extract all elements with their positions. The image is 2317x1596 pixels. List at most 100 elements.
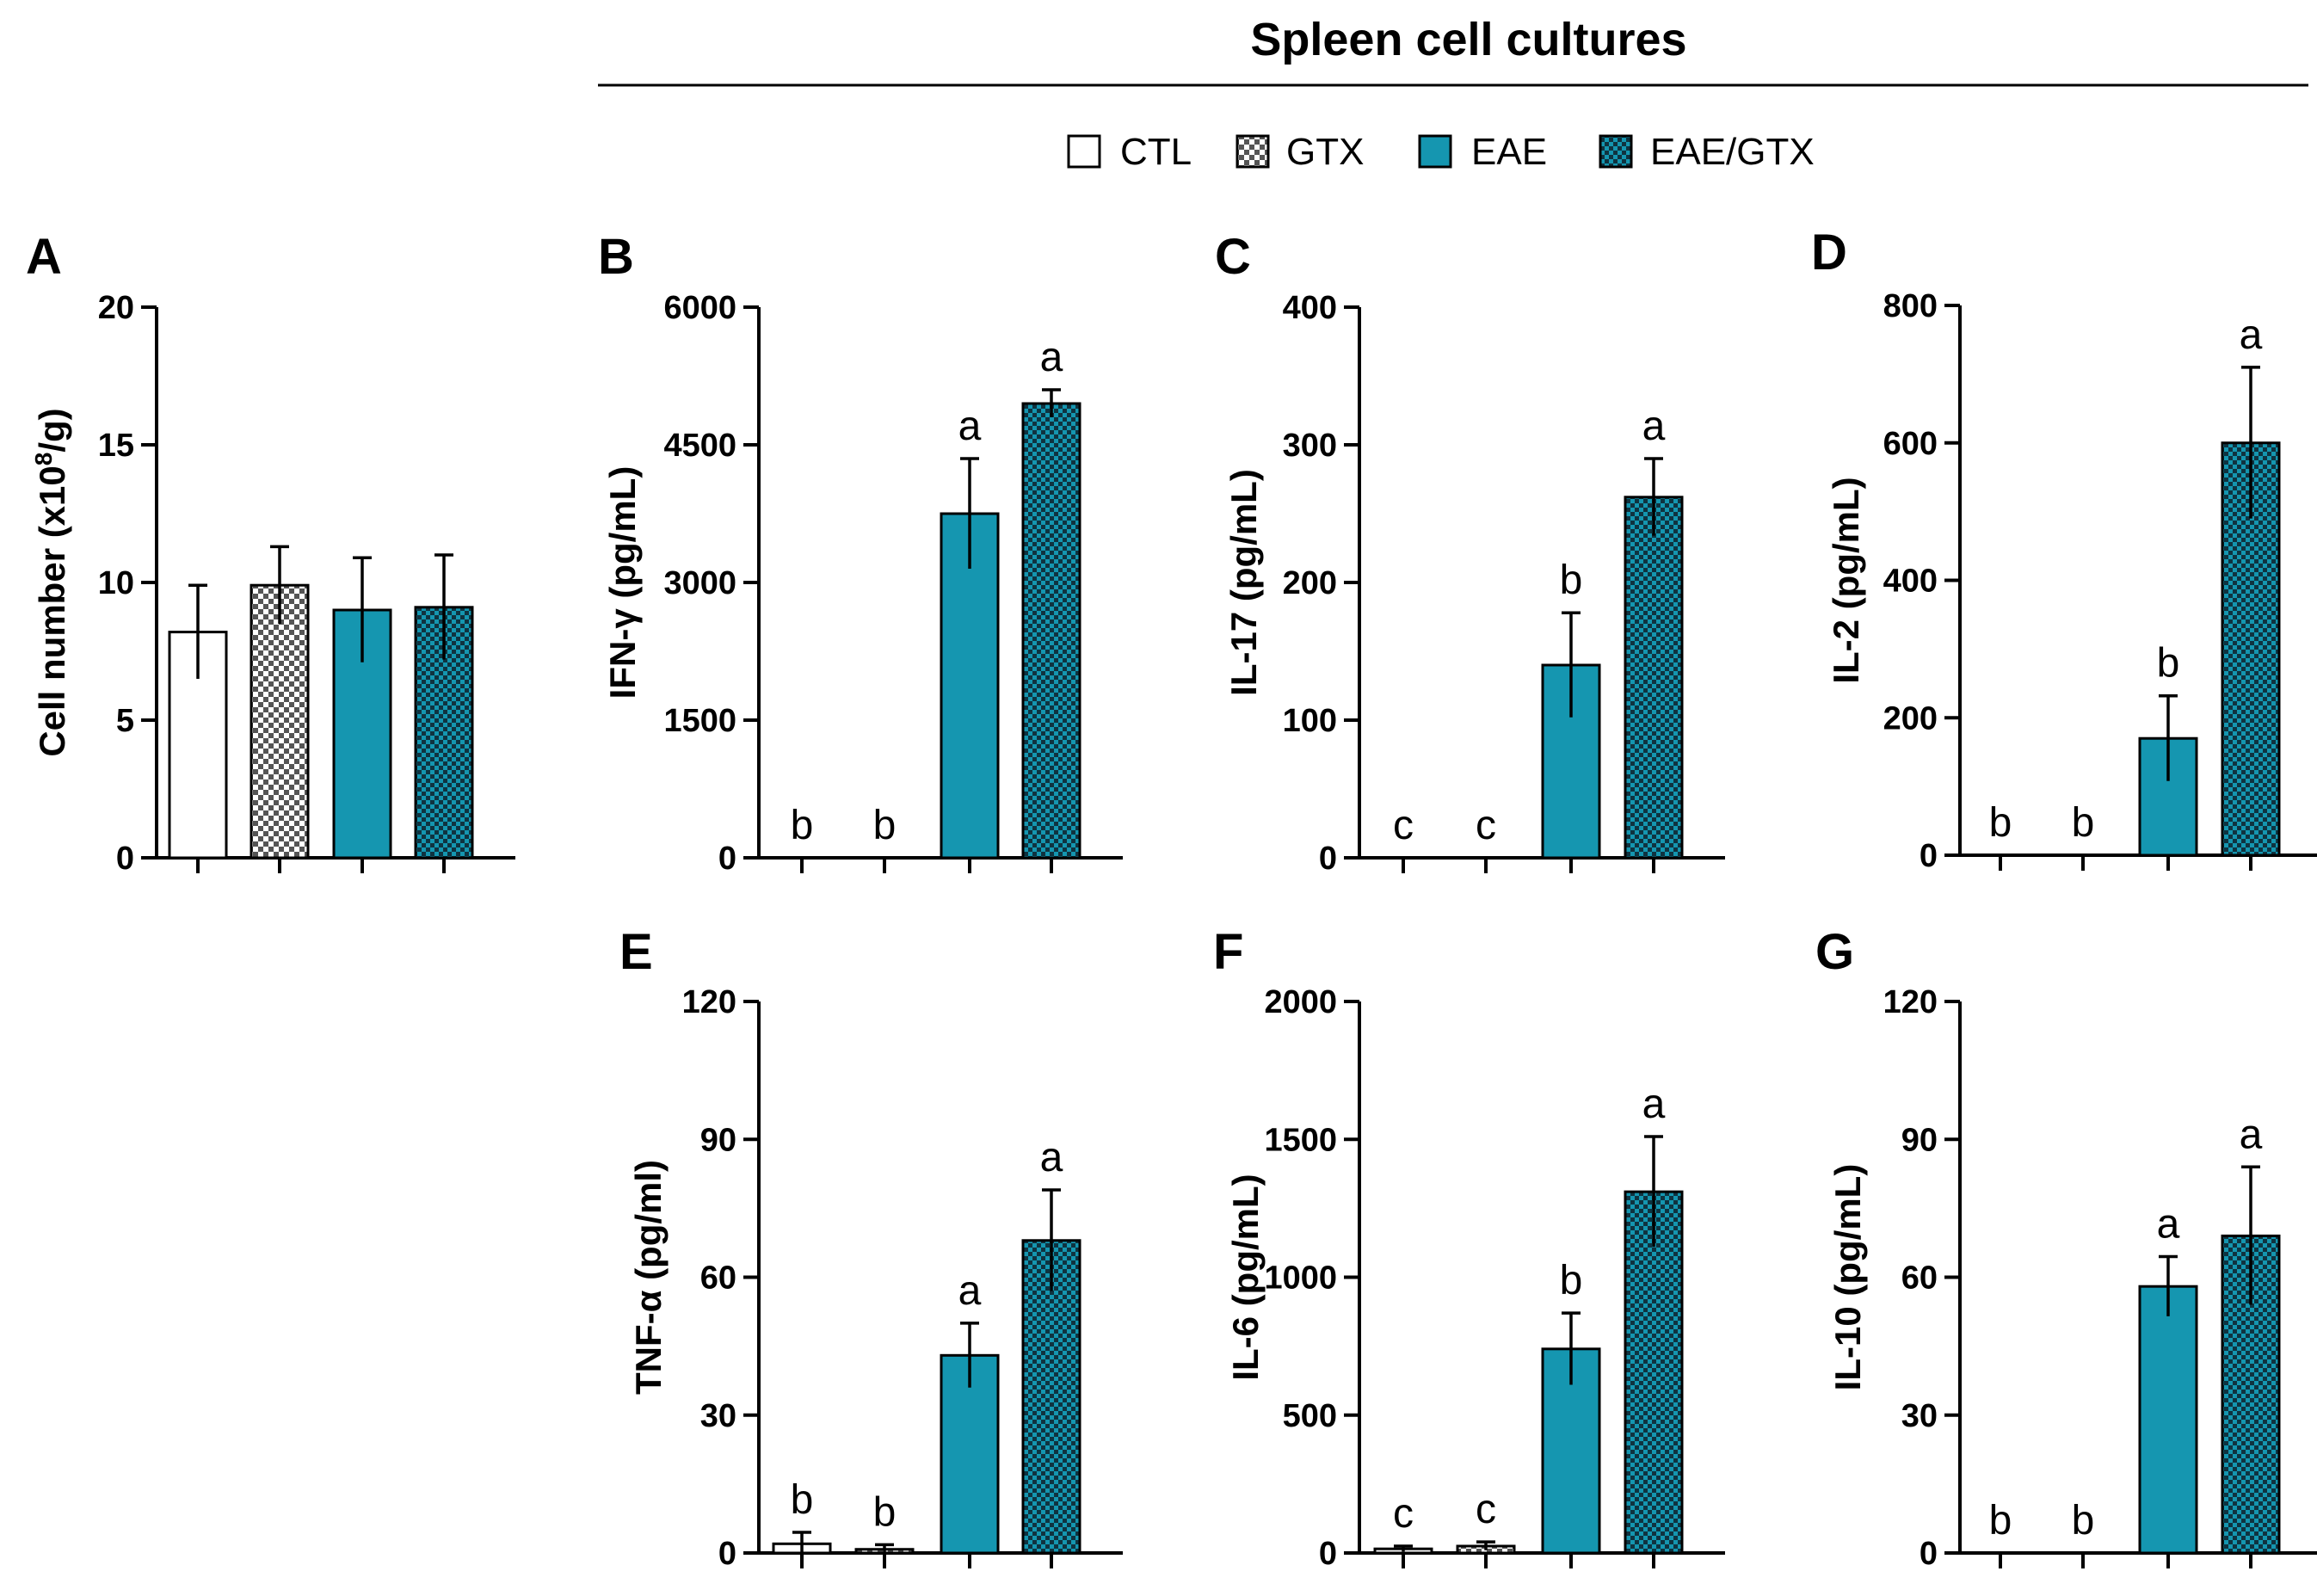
legend-label-gtx: GTX	[1286, 131, 1364, 173]
significance-label: c	[1476, 1487, 1496, 1532]
legend-label-eae-gtx: EAE/GTX	[1650, 131, 1815, 173]
y-tick-label: 60	[1901, 1260, 1938, 1297]
y-tick-label: 0	[1319, 1536, 1337, 1572]
y-tick-label: 1500	[1264, 1122, 1337, 1158]
legend-item-eae: EAE	[1418, 131, 1547, 173]
y-tick-label: 200	[1283, 565, 1337, 601]
chart-panel-b: B IFN-γ (pg/mL) 0 1500 3000 4500 6000 b b a a	[598, 229, 1123, 877]
panel-letter: D	[1811, 225, 1847, 280]
legend-swatch-gtx	[1236, 134, 1270, 169]
bar-eae-gtx	[1021, 1239, 1081, 1555]
y-tick-label: 20	[98, 290, 134, 326]
panel-letter: B	[598, 229, 634, 285]
y-tick-label: 4500	[663, 428, 736, 464]
bar-eae-gtx	[1624, 1190, 1684, 1555]
legend-item-ctl: CTL	[1067, 131, 1192, 173]
y-axis-label: IL-17 (pg/mL)	[1223, 469, 1264, 696]
significance-label: a	[1040, 335, 1063, 380]
chart-panel-f: F IL-6 (pg/mL) 0 500 1000 1500 2000 c c b a	[1213, 924, 1725, 1572]
y-tick-label: 10	[98, 565, 134, 601]
significance-label: c	[1393, 1491, 1414, 1537]
y-tick-label: 0	[1920, 838, 1938, 874]
y-tick-label: 30	[700, 1398, 736, 1434]
y-axis-label: TNF-α (pg/ml)	[628, 1160, 669, 1395]
bar-eae	[940, 1353, 1000, 1555]
y-tick-label: 30	[1901, 1398, 1938, 1434]
y-axis-label: IL-6 (pg/mL)	[1225, 1174, 1266, 1380]
chart-panel-a: A Cell number (x108/g) 0 5 10 15 20	[26, 229, 515, 877]
y-tick-label: 1000	[1264, 1260, 1337, 1297]
significance-label: a	[958, 404, 982, 449]
y-tick-label: 1500	[663, 703, 736, 739]
panel-letter: E	[619, 924, 653, 980]
y-tick-label: 200	[1883, 700, 1938, 736]
y-tick-label: 600	[1883, 426, 1938, 462]
significance-label: a	[1040, 1135, 1063, 1180]
y-tick-label: 5	[116, 703, 134, 739]
y-tick-label: 60	[700, 1260, 736, 1297]
y-tick-label: 0	[116, 841, 134, 877]
y-tick-label: 120	[682, 984, 736, 1020]
y-tick-label: 800	[1883, 288, 1938, 324]
y-axis-label: IL-2 (pg/mL)	[1826, 477, 1866, 683]
legend-item-eae-gtx: EAE/GTX	[1599, 131, 1815, 173]
significance-label: c	[1393, 803, 1414, 848]
significance-label: b	[873, 803, 897, 848]
chart-panel-e: E TNF-α (pg/ml) 0 30 60 90 120 b b a a	[619, 924, 1123, 1572]
significance-label: b	[873, 1489, 897, 1535]
significance-label: b	[2072, 1498, 2095, 1544]
significance-label: b	[791, 803, 814, 848]
y-tick-label: 0	[1319, 841, 1337, 877]
y-tick-label: 0	[718, 841, 736, 877]
y-tick-label: 500	[1283, 1398, 1337, 1434]
y-tick-label: 6000	[663, 290, 736, 326]
bar-eae-gtx	[1021, 402, 1081, 860]
significance-label: b	[791, 1477, 814, 1523]
bar-eae	[940, 512, 1000, 860]
y-tick-label: 3000	[663, 565, 736, 601]
bar-eae-gtx	[1624, 496, 1684, 860]
y-tick-label: 300	[1283, 428, 1337, 464]
y-tick-label: 2000	[1264, 984, 1337, 1020]
panel-letter: G	[1815, 924, 1854, 980]
y-tick-label: 90	[1901, 1122, 1938, 1158]
bar-gtx	[250, 583, 310, 860]
y-axis-label-exponent: 8	[30, 453, 57, 466]
legend-item-gtx: GTX	[1236, 131, 1364, 173]
y-tick-label: 400	[1883, 564, 1938, 600]
significance-label: b	[1989, 800, 2012, 846]
y-tick-label: 90	[700, 1122, 736, 1158]
chart-panel-g: G IL-10 (pg/mL) 0 30 60 90 120 b b a a	[1815, 924, 2317, 1572]
y-tick-label: 100	[1283, 703, 1337, 739]
significance-label: a	[2240, 1112, 2263, 1157]
chart-panel-d: D IL-2 (pg/mL) 0 200 400 600 800 b b b a	[1811, 225, 2317, 874]
y-axis-label: Cell number (x108/g)	[30, 408, 73, 756]
significance-label: b	[1560, 1258, 1583, 1303]
y-tick-label: 0	[718, 1536, 736, 1572]
significance-label: a	[2240, 312, 2263, 358]
header-title: Spleen cell cultures	[1250, 14, 1686, 65]
legend-swatch-eae-gtx	[1599, 134, 1633, 169]
significance-label: b	[1989, 1498, 2012, 1544]
panel-letter: F	[1213, 924, 1243, 980]
legend-swatch-eae	[1418, 134, 1452, 169]
significance-label: b	[1560, 558, 1583, 603]
significance-label: c	[1476, 803, 1496, 848]
y-tick-label: 0	[1920, 1536, 1938, 1572]
chart-panel-c: C IL-17 (pg/mL) 0 100 200 300 400 c c b a	[1215, 229, 1725, 877]
panel-letter: A	[26, 229, 62, 285]
significance-label: a	[2157, 1201, 2180, 1247]
significance-label: b	[2157, 641, 2180, 687]
legend-swatch-ctl	[1067, 134, 1101, 169]
y-axis-label: IL-10 (pg/mL)	[1827, 1164, 1868, 1391]
panel-letter: C	[1215, 229, 1251, 285]
significance-label: a	[1642, 404, 1666, 449]
legend: CTL GTX EAE EAE/GTX	[1067, 131, 1815, 173]
bar-eae	[2138, 1285, 2198, 1555]
y-tick-label: 120	[1883, 984, 1938, 1020]
significance-label: b	[2072, 800, 2095, 846]
y-tick-label: 15	[98, 428, 134, 464]
chart-panels: A Cell number (x108/g) 0 5 10 15 20 B IFN-γ (pg/…	[26, 225, 2317, 1572]
y-axis-label: IFN-γ (pg/mL)	[602, 466, 643, 699]
